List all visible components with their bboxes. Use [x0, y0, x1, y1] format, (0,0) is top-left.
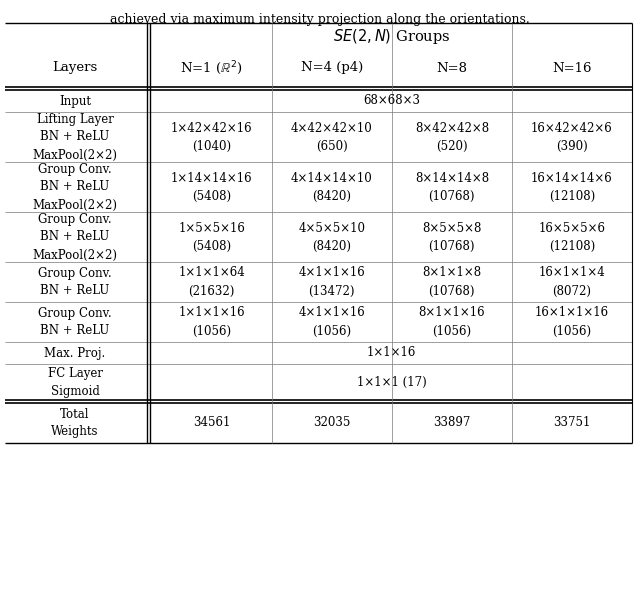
- Text: 8×1×1×16
(1056): 8×1×1×16 (1056): [419, 306, 485, 338]
- Text: $SE(2,N)$ Groups: $SE(2,N)$ Groups: [333, 26, 451, 45]
- Text: 8×1×1×8
(10768): 8×1×1×8 (10768): [422, 267, 481, 297]
- Text: 1×1×1×64
(21632): 1×1×1×64 (21632): [178, 267, 245, 297]
- Text: Input: Input: [59, 94, 91, 107]
- Text: N=4 (p4): N=4 (p4): [301, 61, 363, 75]
- Text: Max. Proj.: Max. Proj.: [44, 346, 106, 359]
- Text: 16×14×14×6
(12108): 16×14×14×6 (12108): [531, 172, 613, 202]
- Text: 33751: 33751: [553, 416, 591, 430]
- Text: 1×5×5×16
(5408): 1×5×5×16 (5408): [178, 221, 245, 253]
- Text: 4×5×5×10
(8420): 4×5×5×10 (8420): [298, 221, 365, 253]
- Text: Total
Weights: Total Weights: [51, 408, 99, 438]
- Text: 32035: 32035: [313, 416, 350, 430]
- Text: 1×1×16: 1×1×16: [367, 346, 417, 359]
- Text: 4×1×1×16
(13472): 4×1×1×16 (13472): [298, 267, 365, 297]
- Text: 1×42×42×16
(1040): 1×42×42×16 (1040): [171, 121, 252, 153]
- Text: 1×14×14×16
(5408): 1×14×14×16 (5408): [171, 172, 252, 202]
- Text: FC Layer
Sigmoid: FC Layer Sigmoid: [47, 367, 102, 397]
- Text: 68×68×3: 68×68×3: [364, 94, 420, 107]
- Text: 16×1×1×4
(8072): 16×1×1×4 (8072): [539, 267, 605, 297]
- Text: Group Conv.
BN + ReLU
MaxPool(2×2): Group Conv. BN + ReLU MaxPool(2×2): [33, 213, 118, 262]
- Text: achieved via maximum intensity projection along the orientations.: achieved via maximum intensity projectio…: [110, 13, 530, 26]
- Text: Lifting Layer
BN + ReLU
MaxPool(2×2): Lifting Layer BN + ReLU MaxPool(2×2): [33, 113, 118, 161]
- Text: 4×1×1×16
(1056): 4×1×1×16 (1056): [298, 306, 365, 338]
- Text: Layers: Layers: [52, 61, 98, 75]
- Text: N=8: N=8: [436, 61, 467, 75]
- Text: 33897: 33897: [433, 416, 470, 430]
- Text: 16×5×5×6
(12108): 16×5×5×6 (12108): [538, 221, 605, 253]
- Text: 34561: 34561: [193, 416, 230, 430]
- Text: 8×5×5×8
(10768): 8×5×5×8 (10768): [422, 221, 481, 253]
- Text: 4×42×42×10
(650): 4×42×42×10 (650): [291, 121, 372, 153]
- Text: Group Conv.
BN + ReLU: Group Conv. BN + ReLU: [38, 267, 112, 297]
- Text: 8×42×42×8
(520): 8×42×42×8 (520): [415, 121, 489, 153]
- Text: Group Conv.
BN + ReLU
MaxPool(2×2): Group Conv. BN + ReLU MaxPool(2×2): [33, 162, 118, 211]
- Text: Group Conv.
BN + ReLU: Group Conv. BN + ReLU: [38, 306, 112, 338]
- Text: 1×1×1 (17): 1×1×1 (17): [357, 376, 427, 389]
- Text: 16×42×42×6
(390): 16×42×42×6 (390): [531, 121, 613, 153]
- Text: 16×1×1×16
(1056): 16×1×1×16 (1056): [535, 306, 609, 338]
- Text: 4×14×14×10
(8420): 4×14×14×10 (8420): [291, 172, 372, 202]
- Text: N=16: N=16: [552, 61, 592, 75]
- Text: 1×1×1×16
(1056): 1×1×1×16 (1056): [179, 306, 245, 338]
- Text: N=1 ($\mathbb{R}^2$): N=1 ($\mathbb{R}^2$): [180, 59, 243, 77]
- Text: 8×14×14×8
(10768): 8×14×14×8 (10768): [415, 172, 489, 202]
